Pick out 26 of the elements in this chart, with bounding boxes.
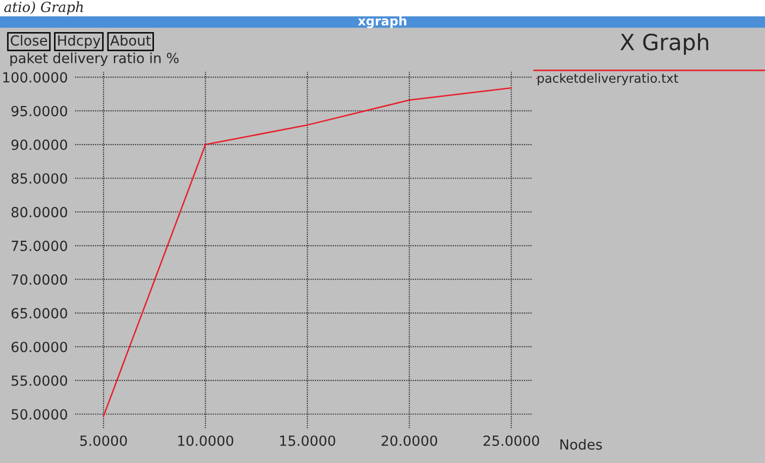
text: X Graph bbox=[620, 33, 708, 55]
text: xgraph bbox=[358, 16, 406, 28]
y-tick-label: 80.0000 bbox=[12, 206, 68, 218]
line-series bbox=[102, 87, 512, 417]
text: Close bbox=[10, 34, 48, 46]
x-tick-label: 25.0000 bbox=[484, 435, 540, 446]
y-tick-label: 70.0000 bbox=[12, 274, 68, 285]
y-axis-title: paket delivery ratio in % bbox=[10, 52, 179, 66]
y-tick-label: 55.0000 bbox=[12, 375, 68, 386]
x-tick-label: 5.0000 bbox=[80, 435, 127, 446]
y-tick-label: 100.0000 bbox=[3, 72, 68, 83]
y-tick-label: 75.0000 bbox=[12, 240, 68, 252]
text: Hdcpy bbox=[58, 34, 100, 48]
x-tick-label: 15.0000 bbox=[280, 435, 336, 446]
y-tick-label: 50.0000 bbox=[12, 409, 68, 420]
y-tick-label: 65.0000 bbox=[12, 308, 68, 319]
y-tick-label: 85.0000 bbox=[12, 173, 68, 184]
x-tick-label: 20.0000 bbox=[382, 435, 438, 446]
text: atio) Graph bbox=[4, 1, 83, 15]
text: About bbox=[110, 34, 151, 46]
y-tick-label: 95.0000 bbox=[11, 106, 68, 116]
y-tick-label: 90.0000 bbox=[11, 140, 68, 150]
x-axis-title: Nodes bbox=[560, 438, 602, 450]
x-tick-label: 10.0000 bbox=[178, 435, 234, 446]
legend-label: packetdeliveryratio.txt bbox=[538, 73, 678, 86]
y-tick-label: 60.0000 bbox=[12, 342, 68, 352]
